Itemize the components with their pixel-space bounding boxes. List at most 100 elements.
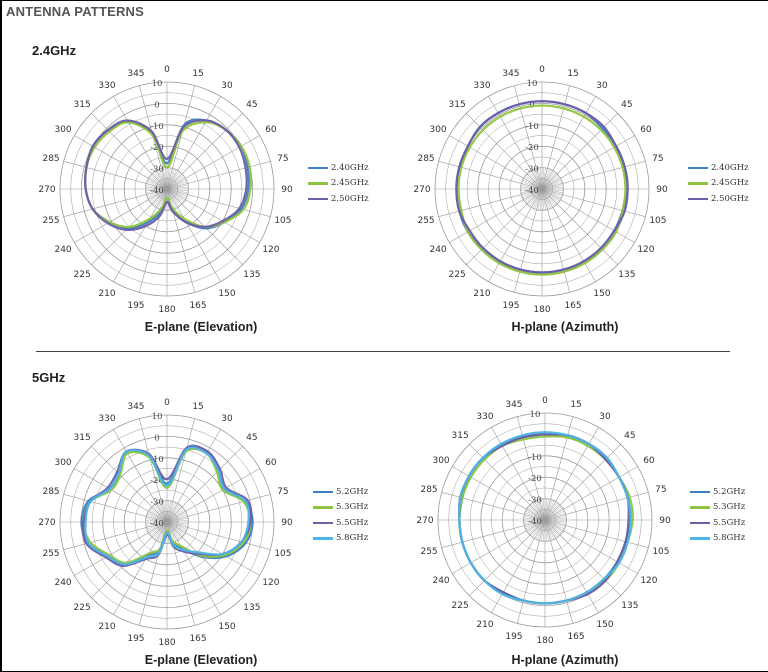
- polar-grid-spoke: [544, 466, 638, 521]
- legend-label: 5.8GHz: [713, 533, 746, 544]
- polar-grid-spoke: [541, 188, 545, 211]
- polar-grid-spoke: [153, 521, 168, 539]
- polar-grid-spoke: [522, 179, 543, 190]
- polar-grid-spoke: [523, 519, 546, 524]
- polar-grid-spoke: [146, 514, 168, 523]
- radial-tick-label: 10: [152, 412, 163, 422]
- polar-grid-spoke: [166, 468, 260, 523]
- angle-tick-label: 240: [429, 245, 446, 255]
- polar-grid-spoke: [544, 519, 558, 538]
- angle-tick-label: 45: [246, 433, 257, 443]
- polar-grid-spoke: [544, 519, 548, 542]
- legend-label: 5.2GHz: [336, 486, 369, 497]
- polar-grid-spoke: [466, 113, 543, 190]
- polar-grid-spoke: [166, 514, 188, 523]
- polar-grid-spoke: [541, 188, 562, 199]
- legend-swatch: [690, 506, 710, 509]
- polar-grid-spoke: [520, 186, 543, 190]
- polar-grid-spoke: [525, 188, 543, 203]
- legend-swatch: [313, 537, 333, 540]
- angle-tick-label: 345: [505, 400, 522, 410]
- polar-grid-spoke: [532, 502, 546, 521]
- angle-tick-label: 240: [432, 576, 449, 586]
- polar-grid-spoke: [147, 188, 168, 199]
- chart-legend: 2.40GHz 2.45GHz 2.50GHz: [308, 160, 369, 207]
- polar-grid-spoke: [541, 188, 618, 265]
- polar-grid-spoke: [544, 519, 621, 596]
- polar-grid-spoke: [466, 188, 543, 265]
- polar-grid-spoke: [166, 171, 180, 190]
- polar-grid-spoke: [541, 188, 556, 206]
- polar-grid-spoke: [166, 521, 184, 536]
- polar-grid-spoke: [166, 188, 187, 199]
- polar-grid-spoke: [166, 188, 271, 217]
- polar-grid-spoke: [166, 494, 271, 523]
- polar-grid-spoke: [166, 500, 171, 523]
- radial-tick-label: -30: [528, 496, 542, 506]
- angle-tick-label: 300: [432, 456, 449, 466]
- polar-grid-spoke: [535, 519, 546, 540]
- legend-swatch: [688, 197, 708, 200]
- series-line-2-50ghz: [84, 119, 248, 232]
- angle-tick-label: 90: [281, 518, 293, 528]
- section-divider: [36, 351, 730, 352]
- angle-tick-label: 135: [243, 603, 260, 613]
- angle-tick-label: 60: [640, 125, 652, 135]
- polar-grid-spoke: [520, 188, 543, 192]
- polar-grid-spoke: [531, 503, 546, 521]
- polar-grid-spoke: [149, 521, 168, 535]
- polar-grid-spoke: [63, 494, 168, 523]
- radial-tick-label: -30: [525, 165, 539, 175]
- polar-grid-spoke: [166, 175, 184, 190]
- polar-grid-spoke: [166, 505, 181, 523]
- polar-grid-spoke: [166, 186, 189, 190]
- polar-grid-spoke: [525, 175, 543, 190]
- radial-tick-label: -40: [525, 186, 539, 196]
- polar-grid-spoke: [528, 188, 543, 206]
- polar-grid-spoke: [521, 188, 543, 197]
- polar-grid-spoke: [544, 492, 649, 521]
- polar-grid-spoke: [452, 519, 546, 574]
- series-line-5-8ghz: [84, 446, 250, 566]
- polar-grid-spoke: [154, 171, 168, 190]
- polar-grid-spoke: [159, 521, 168, 543]
- polar-grid-spoke: [525, 519, 546, 530]
- angle-tick-label: 210: [473, 289, 490, 299]
- legend-entry: 2.45GHz: [308, 176, 369, 192]
- polar-grid-spoke: [164, 500, 168, 523]
- angle-tick-label: 0: [164, 65, 170, 75]
- polar-grid-spoke: [534, 188, 543, 210]
- polar-grid-spoke: [438, 188, 543, 217]
- angle-tick-label: 195: [505, 632, 522, 642]
- polar-grid-spoke: [166, 113, 243, 190]
- angle-tick-label: 285: [42, 487, 59, 497]
- angle-tick-label: 90: [281, 185, 293, 195]
- polar-grid-spoke: [538, 188, 543, 211]
- polar-grid-spoke: [150, 175, 168, 190]
- polar-grid-spoke: [154, 504, 168, 523]
- polar-grid-spoke: [544, 502, 558, 521]
- series-line-5-3ghz: [82, 447, 252, 564]
- polar-grid-spoke: [517, 519, 546, 624]
- polar-grid-spoke: [113, 429, 168, 523]
- polar-grid-spoke: [544, 427, 599, 521]
- radial-tick-label: 0: [154, 433, 159, 443]
- polar-grid-spoke: [153, 188, 168, 206]
- polar-grid-spoke: [491, 427, 546, 521]
- polar-grid-spoke: [166, 521, 175, 543]
- angle-tick-label: 180: [158, 638, 175, 648]
- polar-grid-spoke: [166, 446, 243, 523]
- polar-grid-spoke: [539, 188, 543, 211]
- polar-grid-spoke: [541, 519, 546, 542]
- polar-grid-spoke: [491, 519, 546, 613]
- polar-grid-spoke: [74, 468, 168, 523]
- chart-subtitle-e-plane-2-4ghz: E-plane (Elevation): [144, 320, 258, 334]
- polar-grid-spoke: [541, 188, 552, 209]
- polar-grid-spoke: [541, 188, 550, 210]
- angle-tick-label: 105: [652, 547, 669, 557]
- angle-tick-label: 285: [420, 485, 437, 495]
- polar-grid-spoke: [91, 113, 168, 190]
- legend-entry: 2.40GHz: [688, 160, 749, 176]
- polar-grid-spoke: [544, 519, 555, 540]
